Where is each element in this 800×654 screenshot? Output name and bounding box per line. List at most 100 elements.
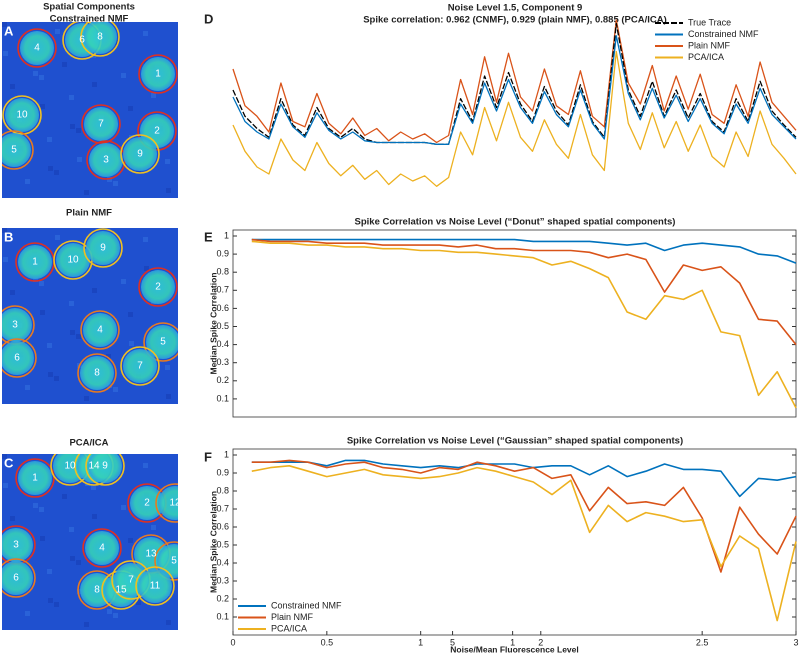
noise-pixel xyxy=(2,228,7,233)
component-blob xyxy=(138,569,172,603)
y-tick-label: 0.9 xyxy=(216,467,229,477)
noise-pixel xyxy=(143,237,148,242)
x-tick-label: 2.5 xyxy=(696,637,709,647)
component-label: 1 xyxy=(32,257,38,268)
component-label: 8 xyxy=(94,368,100,379)
component-outline xyxy=(135,566,175,606)
panel-letter: E xyxy=(204,229,213,244)
legend-label: Constrained NMF xyxy=(688,29,759,39)
noise-pixel xyxy=(91,485,96,490)
component-blob xyxy=(88,454,122,483)
noise-pixel xyxy=(55,235,60,240)
noise-pixel xyxy=(33,277,38,282)
component-label: 4 xyxy=(97,325,103,336)
series-line xyxy=(232,35,797,145)
noise-pixel xyxy=(77,157,82,162)
spatial-image xyxy=(2,454,178,630)
x-tick-label: 1 xyxy=(418,637,423,647)
component-label: 1 xyxy=(155,69,161,80)
component-outline xyxy=(85,454,125,486)
chart-title: Spike correlation: 0.962 (CNMF), 0.929 (… xyxy=(363,15,667,26)
noise-pixel xyxy=(151,93,156,98)
noise-pixel xyxy=(113,181,118,186)
noise-pixel xyxy=(113,387,118,392)
component-blob xyxy=(20,31,54,65)
noise-pixel xyxy=(3,51,8,56)
component-outline xyxy=(138,267,178,307)
component-outline xyxy=(155,483,178,523)
legend-label: Plain NMF xyxy=(271,612,314,622)
component-blob xyxy=(2,133,31,167)
noise-pixel xyxy=(77,589,82,594)
y-tick-label: 0.5 xyxy=(216,539,229,549)
noise-pixel xyxy=(92,514,97,519)
noise-pixel xyxy=(166,188,171,193)
y-tick-label: 0.1 xyxy=(216,393,229,403)
component-blob xyxy=(130,486,164,520)
component-label: 6 xyxy=(13,573,19,584)
noise-pixel xyxy=(54,602,59,607)
noise-pixel xyxy=(47,343,52,348)
component-blob xyxy=(141,57,175,91)
panel-letter: D xyxy=(204,11,213,26)
component-label: 3 xyxy=(103,155,109,166)
component-blob xyxy=(158,486,178,520)
component-blob xyxy=(84,107,118,141)
panel-letter: C xyxy=(4,455,14,470)
component-label: 9 xyxy=(137,149,143,160)
component-label: 2 xyxy=(155,282,161,293)
component-blob xyxy=(5,98,39,132)
series-line xyxy=(251,238,797,264)
panel-title: PCA/ICA xyxy=(69,438,108,449)
noise-pixel xyxy=(76,128,81,133)
x-tick-label: 5 xyxy=(450,637,455,647)
noise-pixel xyxy=(113,613,118,618)
noise-pixel xyxy=(129,341,134,346)
y-tick-label: 1 xyxy=(224,449,229,459)
noise-pixel xyxy=(48,166,53,171)
component-blob xyxy=(123,349,157,383)
component-label: 5 xyxy=(160,337,166,348)
y-tick-label: 1 xyxy=(224,230,229,240)
series-line xyxy=(251,459,797,573)
noise-pixel xyxy=(55,29,60,34)
component-label: 7 xyxy=(137,361,143,372)
noise-pixel xyxy=(84,396,89,401)
component-outline xyxy=(2,558,36,598)
component-outline xyxy=(83,228,123,268)
noise-pixel xyxy=(106,354,111,359)
noise-pixel xyxy=(2,22,7,27)
component-label: 4 xyxy=(34,43,40,54)
chart-title: Noise Level 1.5, Component 9 xyxy=(448,3,583,14)
noise-pixel xyxy=(70,124,75,129)
component-label: 5 xyxy=(11,145,17,156)
component-blob xyxy=(146,325,178,359)
noise-pixel xyxy=(143,31,148,36)
component-outline xyxy=(82,528,122,568)
panel-title: Plain NMF xyxy=(66,208,112,219)
noise-pixel xyxy=(10,84,15,89)
noise-pixel xyxy=(25,611,30,616)
noise-pixel xyxy=(3,483,8,488)
component-outline xyxy=(81,104,121,144)
noise-pixel xyxy=(40,310,45,315)
legend-label: Constrained NMF xyxy=(271,600,342,610)
y-tick-label: 0.7 xyxy=(216,285,229,295)
y-tick-label: 0.2 xyxy=(216,593,229,603)
noise-pixel xyxy=(84,190,89,195)
component-blob xyxy=(2,341,34,375)
component-outline xyxy=(2,338,37,378)
noise-pixel xyxy=(40,536,45,541)
noise-pixel xyxy=(107,177,112,182)
y-tick-label: 0.2 xyxy=(216,375,229,385)
component-label: 11 xyxy=(150,581,161,592)
noise-pixel xyxy=(40,104,45,109)
y-tick-label: 0.3 xyxy=(216,575,229,585)
noise-pixel xyxy=(47,569,52,574)
component-blob xyxy=(123,137,157,171)
noise-pixel xyxy=(151,525,156,530)
noise-pixel xyxy=(54,170,59,175)
noise-pixel xyxy=(62,494,67,499)
component-label: 5 xyxy=(171,556,177,567)
series-line xyxy=(251,465,797,622)
